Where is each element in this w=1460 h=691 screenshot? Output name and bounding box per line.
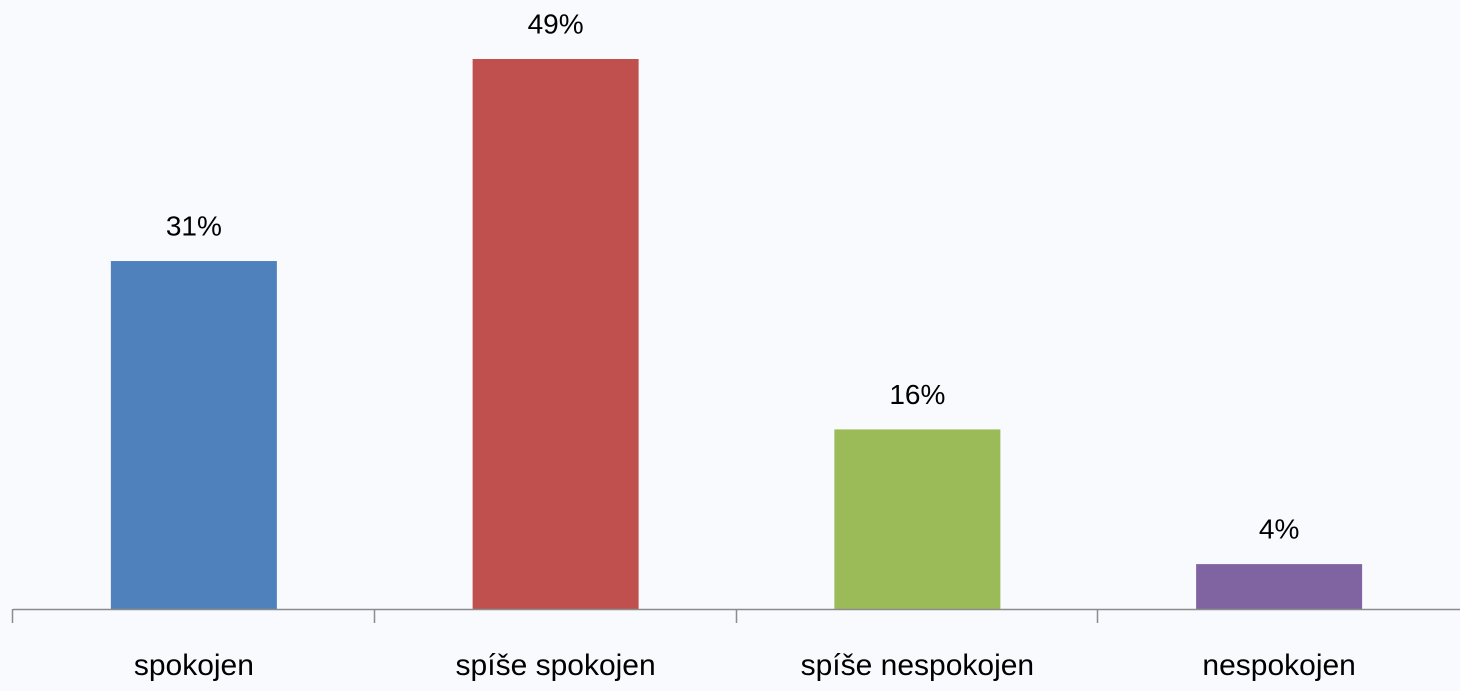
x-tick-label: spíše nespokojen [801, 649, 1035, 682]
x-tick-label: spokojen [134, 649, 254, 682]
x-tick-label: spíše spokojen [456, 649, 656, 682]
bar [110, 261, 277, 609]
value-label: 31% [166, 210, 222, 241]
value-label: 16% [889, 379, 945, 410]
bar [834, 429, 1001, 609]
value-label: 49% [528, 8, 584, 39]
x-tick-label: nespokojen [1202, 649, 1355, 682]
value-label: 4% [1259, 513, 1299, 544]
bar [1196, 564, 1363, 609]
bar [472, 59, 639, 609]
